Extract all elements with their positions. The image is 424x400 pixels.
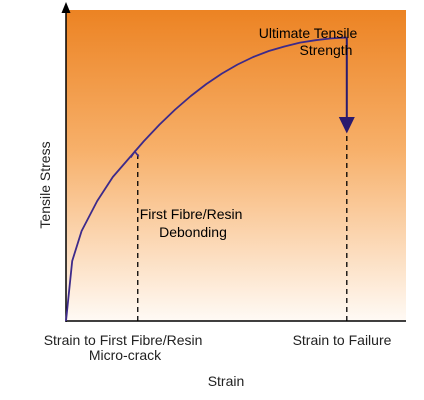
stress-strain-curve	[65, 36, 347, 322]
annotation-ultimate-tensile-strength: Ultimate Tensile Strength	[259, 25, 361, 58]
y-axis-arrow-head	[61, 2, 71, 13]
y-axis-label: Tensile Stress	[37, 141, 53, 228]
annotation-uts-line2: Strength	[300, 42, 353, 58]
debonding-kink	[130, 150, 140, 158]
x-tick-label-micro-crack: Strain to First Fibre/Resin Micro-crack	[44, 332, 207, 363]
x-axis-label: Strain	[208, 373, 245, 389]
annotation-debond-line1: First Fibre/Resin	[140, 206, 243, 222]
x-tick-label-micro-crack-line2: Micro-crack	[89, 347, 162, 363]
plot-background	[66, 10, 406, 321]
x-tick-label-failure: Strain to Failure	[293, 332, 392, 348]
annotation-debond-line2: Debonding	[159, 224, 227, 240]
annotation-uts-line1: Ultimate Tensile	[259, 25, 358, 41]
x-tick-label-micro-crack-line1: Strain to First Fibre/Resin	[44, 332, 203, 348]
failure-arrow-head	[338, 117, 355, 134]
annotation-first-fibre-resin-debonding: First Fibre/Resin Debonding	[140, 206, 247, 240]
